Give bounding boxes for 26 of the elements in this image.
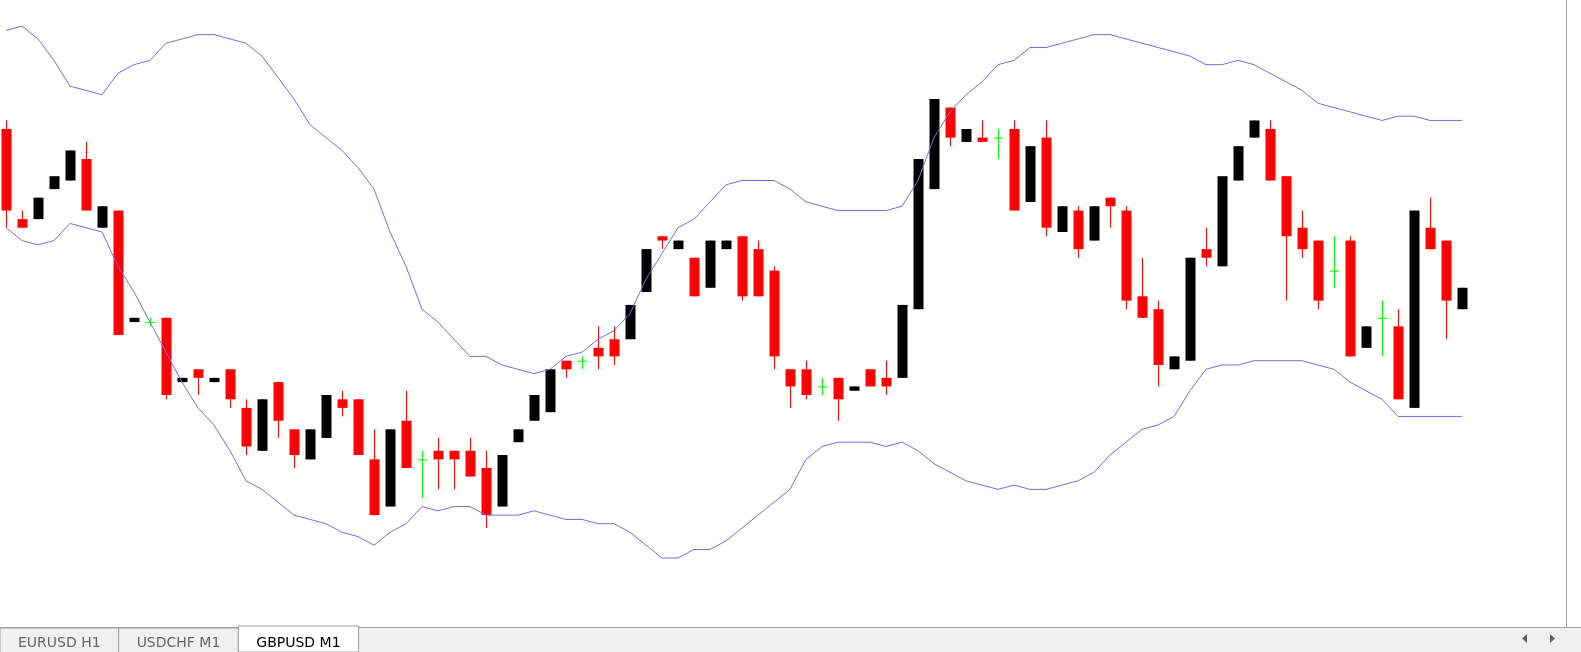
candlestick	[833, 377, 844, 422]
candlestick	[433, 437, 444, 490]
text: GBPUSD M1	[256, 634, 341, 650]
candlestick	[97, 205, 108, 229]
candlestick	[193, 368, 204, 396]
candlestick	[785, 368, 796, 409]
candlestick	[1297, 210, 1308, 259]
text: USDCHF M1	[136, 634, 221, 650]
candlestick	[337, 390, 348, 417]
candlestick	[993, 128, 1004, 160]
candlestick	[1361, 325, 1372, 349]
candlestick	[593, 325, 604, 370]
candlestick	[1425, 197, 1436, 250]
candlestick	[1137, 257, 1148, 319]
candlestick	[609, 325, 620, 366]
text: EURUSD H1	[18, 634, 101, 650]
candlestick	[1105, 197, 1116, 229]
candlestick	[1377, 300, 1388, 357]
candlestick	[577, 355, 588, 370]
candlestick	[881, 360, 892, 396]
candlestick	[449, 450, 460, 490]
candlestick	[817, 377, 828, 396]
candlestick	[977, 119, 988, 143]
candlestick	[1201, 227, 1212, 267]
candlestick	[1329, 235, 1340, 289]
candlestick	[417, 450, 428, 499]
